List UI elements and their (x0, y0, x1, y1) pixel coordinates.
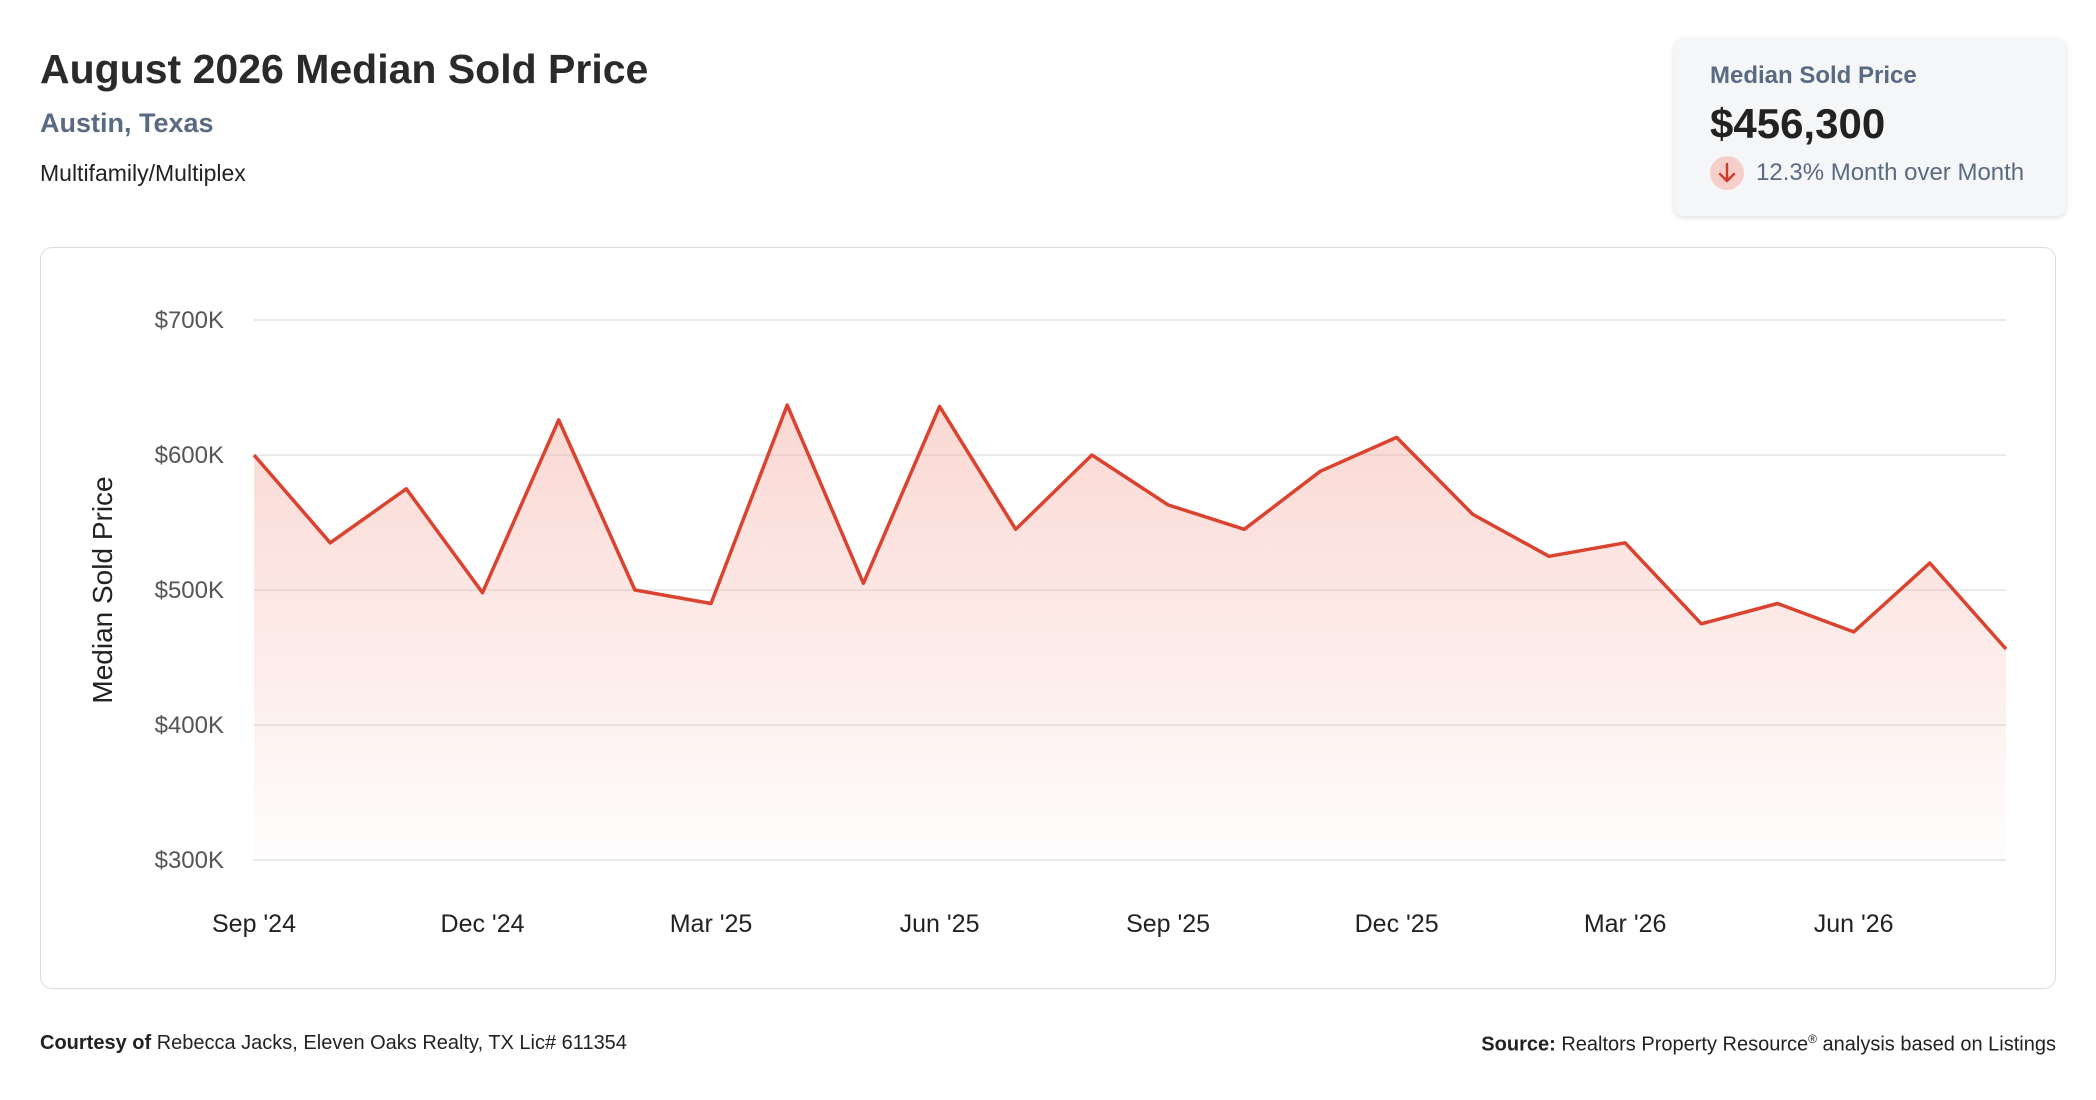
data-point[interactable] (1695, 618, 1707, 630)
x-tick-label: Mar '26 (1584, 910, 1667, 938)
kpi-change: 12.3% Month over Month (1710, 156, 2066, 190)
kpi-card: Median Sold Price $456,300 12.3% Month o… (1674, 38, 2066, 216)
data-point[interactable] (1314, 465, 1326, 477)
data-point[interactable] (1086, 449, 1098, 461)
kpi-value: $456,300 (1710, 100, 1886, 147)
y-tick-label: $500K (155, 577, 224, 604)
y-axis-label: Median Sold Price (87, 476, 118, 703)
y-tick-label: $600K (155, 442, 224, 469)
source-label: Source: (1481, 1033, 1556, 1056)
data-point[interactable] (857, 577, 869, 589)
data-point[interactable] (1619, 537, 1631, 549)
data-point[interactable] (1238, 523, 1250, 535)
courtesy-label: Courtesy of (40, 1032, 152, 1054)
x-tick-label: Dec '25 (1355, 910, 1439, 938)
data-point[interactable] (477, 587, 489, 599)
data-point[interactable] (248, 449, 260, 461)
y-tick-label: $400K (155, 712, 224, 739)
data-point[interactable] (1543, 550, 1555, 562)
property-type-label: Multifamily/Multiplex (40, 160, 246, 186)
registered-mark: ® (1808, 1032, 1817, 1046)
data-point[interactable] (1771, 598, 1783, 610)
y-tick-label: $300K (155, 847, 224, 874)
data-point[interactable] (781, 399, 793, 411)
data-point[interactable] (705, 598, 717, 610)
x-tick-label: Sep '24 (212, 910, 296, 938)
location-label: Austin, Texas (40, 108, 214, 138)
x-tick-label: Dec '24 (441, 910, 525, 938)
source-text: Realtors Property Resource (1561, 1033, 1809, 1056)
data-point[interactable] (400, 483, 412, 495)
data-point[interactable] (1924, 557, 1936, 569)
kpi-change-text: 12.3% Month over Month (1756, 159, 2025, 186)
area-fill (254, 405, 2006, 860)
y-tick-label: $700K (155, 307, 224, 334)
data-point[interactable] (1162, 499, 1174, 511)
data-point[interactable] (1010, 523, 1022, 535)
footer-source: Source: Realtors Property Resource® anal… (1481, 1032, 2056, 1057)
data-point[interactable] (629, 584, 641, 596)
courtesy-text: Rebecca Jacks, Eleven Oaks Realty, TX Li… (156, 1032, 627, 1054)
data-point[interactable] (324, 537, 336, 549)
data-point[interactable] (1848, 626, 1860, 638)
source-suffix: analysis based on Listings (1816, 1033, 2057, 1056)
data-point[interactable] (1467, 508, 1479, 520)
x-tick-label: Sep '25 (1126, 910, 1210, 938)
x-tick-label: Mar '25 (670, 910, 753, 938)
footer-courtesy: Courtesy of Rebecca Jacks, Eleven Oaks R… (40, 1032, 627, 1055)
data-point[interactable] (2000, 643, 2012, 655)
kpi-label: Median Sold Price (1710, 62, 1917, 89)
data-point[interactable] (553, 414, 565, 426)
series-line (252, 403, 2008, 651)
x-tick-label: Jun '25 (900, 910, 980, 938)
chart-title: August 2026 Median Sold Price (40, 46, 649, 92)
data-point[interactable] (1391, 431, 1403, 443)
chart-svg: $700K $600K $500K $400K $300K Sep '24 Dec '24… (87, 307, 2012, 938)
x-tick-label: Jun '26 (1814, 910, 1894, 938)
data-point[interactable] (934, 400, 946, 412)
arrow-down-icon (1710, 156, 1744, 190)
